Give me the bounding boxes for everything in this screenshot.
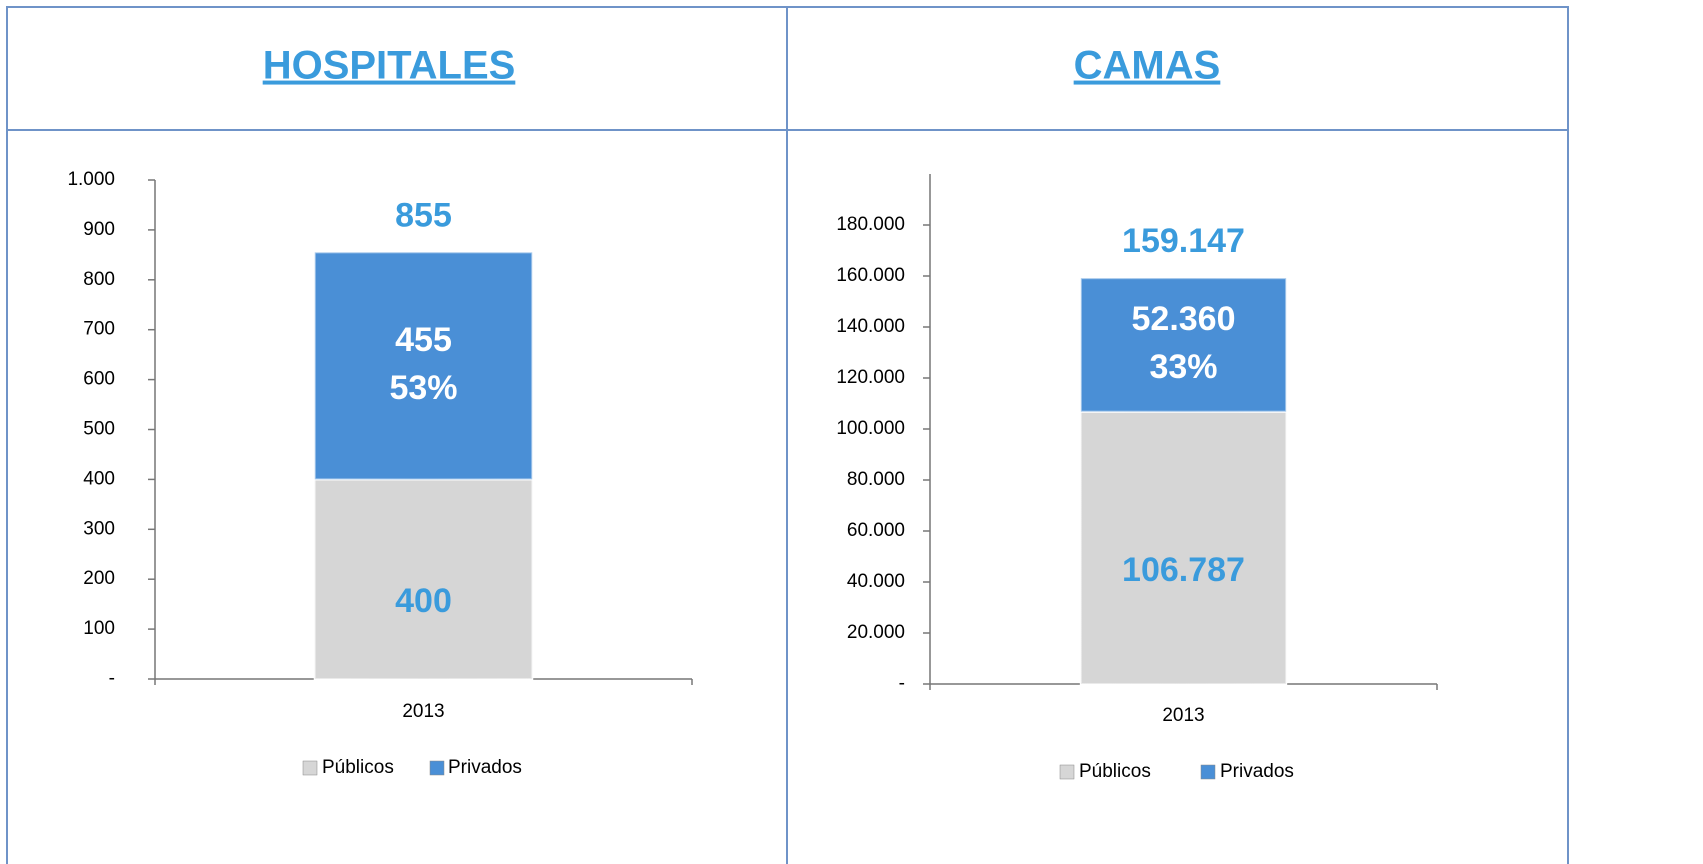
bar-shade xyxy=(314,252,533,480)
y-tick-label: - xyxy=(899,673,905,694)
legend-label: Públicos xyxy=(322,757,394,778)
legend-swatch xyxy=(302,760,318,776)
x-tick-label: 2013 xyxy=(402,701,444,722)
y-tick-label: 500 xyxy=(83,419,115,440)
legend-swatch xyxy=(1200,764,1216,780)
y-tick-label: 200 xyxy=(83,568,115,589)
y-tick-label: 900 xyxy=(83,219,115,240)
y-tick-label: 1.000 xyxy=(67,169,115,190)
data-label: 52.360 xyxy=(1132,300,1236,338)
y-tick-label: 100.000 xyxy=(836,418,905,439)
bar-shade xyxy=(1080,411,1287,684)
total-label: 159.147 xyxy=(1122,222,1245,260)
y-tick-label: - xyxy=(109,668,115,689)
share-label: 33% xyxy=(1149,348,1217,386)
total-label: 855 xyxy=(395,196,452,234)
bar-shade xyxy=(1080,278,1287,412)
legend-label: Privados xyxy=(1220,761,1294,782)
panel-title: CAMAS xyxy=(1074,44,1221,88)
y-tick-label: 180.000 xyxy=(836,214,905,235)
panel-title: HOSPITALES xyxy=(263,44,516,88)
y-tick-label: 100 xyxy=(83,618,115,639)
y-tick-label: 400 xyxy=(83,468,115,489)
legend-swatch xyxy=(1059,764,1075,780)
y-tick-label: 600 xyxy=(83,369,115,390)
y-tick-label: 140.000 xyxy=(836,316,905,337)
y-tick-label: 700 xyxy=(83,319,115,340)
legend-label: Públicos xyxy=(1079,761,1151,782)
legend-label: Privados xyxy=(448,757,522,778)
data-label: 455 xyxy=(395,321,452,359)
y-tick-label: 60.000 xyxy=(847,520,905,541)
y-tick-label: 120.000 xyxy=(836,367,905,388)
y-tick-label: 160.000 xyxy=(836,265,905,286)
y-tick-label: 20.000 xyxy=(847,622,905,643)
legend-swatch xyxy=(429,760,445,776)
data-label: 400 xyxy=(395,582,452,620)
x-tick-label: 2013 xyxy=(1162,705,1204,726)
y-tick-label: 800 xyxy=(83,269,115,290)
y-tick-label: 80.000 xyxy=(847,469,905,490)
data-label: 106.787 xyxy=(1122,551,1245,589)
share-label: 53% xyxy=(389,369,457,407)
bar-shade xyxy=(314,479,533,679)
y-tick-label: 40.000 xyxy=(847,571,905,592)
y-tick-label: 300 xyxy=(83,518,115,539)
